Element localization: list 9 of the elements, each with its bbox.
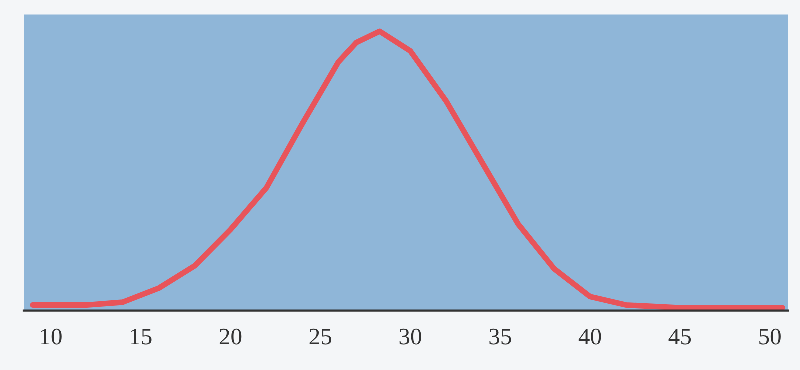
x-tick-label: 20 bbox=[220, 328, 242, 345]
x-tick-label: 45 bbox=[668, 329, 692, 345]
x-tick-label: 30 bbox=[400, 328, 422, 345]
x-tick-label: 10 bbox=[41, 328, 62, 345]
x-tick-label: 50 bbox=[760, 328, 781, 345]
x-tick-label: 35 bbox=[490, 328, 512, 345]
x-tick-label: 40 bbox=[578, 328, 602, 345]
x-tick-label: 15 bbox=[131, 328, 152, 345]
x-tick-label: 25 bbox=[310, 328, 332, 345]
